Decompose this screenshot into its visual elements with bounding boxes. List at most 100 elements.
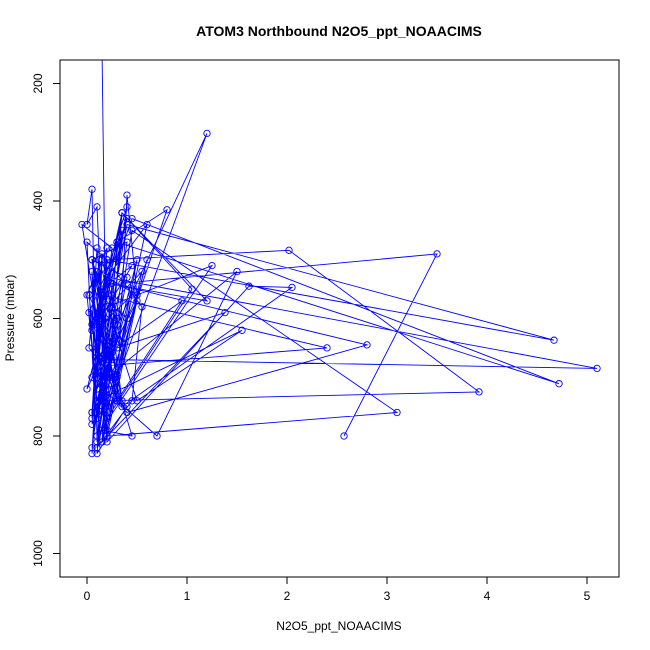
data-point (285, 246, 293, 254)
data-point (103, 414, 111, 423)
data-point (88, 320, 96, 329)
data-point (108, 355, 116, 364)
series-line (81, 60, 598, 454)
data-point (128, 214, 136, 223)
data-point (103, 256, 111, 264)
data-point (88, 256, 96, 264)
data-point (113, 238, 121, 246)
data-point (128, 261, 136, 270)
data-point (88, 267, 96, 276)
data-point (88, 326, 96, 334)
data-point (103, 432, 111, 440)
y-tick-label: 400 (31, 191, 45, 211)
data-point (233, 267, 241, 276)
data-point (113, 373, 121, 381)
data-point (221, 308, 229, 317)
data-point (133, 297, 141, 305)
data-point (238, 326, 246, 334)
data-point (123, 314, 131, 323)
y-tick-label: 600 (31, 308, 45, 328)
data-point (98, 438, 106, 446)
data-point (123, 203, 131, 211)
data-point (88, 449, 96, 458)
data-point (113, 320, 121, 329)
data-point (93, 373, 101, 381)
data-point (153, 432, 161, 440)
x-axis: 0 1 2 3 4 5 (84, 576, 591, 603)
data-point (98, 397, 106, 405)
data-point (133, 397, 141, 405)
data-point (93, 314, 101, 323)
data-point (103, 373, 111, 381)
data-point (123, 238, 131, 246)
data-point (163, 206, 171, 214)
y-tick-label: 200 (31, 73, 45, 93)
x-tick-label: 0 (84, 589, 91, 603)
data-point (98, 285, 106, 293)
data-point (128, 397, 136, 405)
data-point (83, 291, 91, 299)
data-point (98, 314, 106, 323)
data-point (245, 282, 253, 290)
data-point (95, 256, 103, 264)
data-point (78, 220, 86, 229)
chart-title: ATOM3 Northbound N2O5_ppt_NOAACIMS (196, 23, 482, 39)
series-layer (78, 45, 601, 458)
data-point (103, 361, 111, 370)
y-tick-label: 1000 (31, 540, 45, 567)
x-tick-label: 3 (384, 589, 391, 603)
data-point (113, 397, 121, 405)
data-point (103, 273, 111, 282)
data-point (93, 385, 101, 393)
x-tick-label: 4 (484, 589, 491, 603)
data-point (128, 291, 136, 299)
data-point (98, 303, 106, 311)
data-point (133, 291, 141, 299)
data-point (93, 203, 101, 211)
data-point (103, 303, 111, 311)
data-point (85, 344, 93, 352)
data-point (138, 267, 146, 276)
data-point (103, 438, 111, 446)
data-point (340, 432, 348, 440)
data-point (208, 261, 216, 270)
data-point (113, 332, 121, 340)
data-point (88, 444, 96, 452)
data-point (118, 279, 126, 287)
data-point (85, 308, 93, 317)
data-point (88, 408, 96, 417)
data-point (93, 444, 101, 452)
data-point (103, 385, 111, 393)
data-point (118, 402, 126, 411)
data-point (83, 385, 91, 393)
data-point (118, 226, 126, 235)
data-point (98, 426, 106, 434)
data-point (113, 308, 121, 317)
data-point (593, 364, 601, 373)
data-point (93, 273, 101, 282)
data-point (93, 438, 101, 446)
data-point (88, 414, 96, 423)
data-point (393, 408, 401, 417)
data-point (128, 432, 136, 440)
data-point (475, 388, 483, 396)
data-point (108, 244, 116, 252)
data-point (99, 45, 105, 51)
data-point (118, 397, 126, 405)
data-point (118, 338, 126, 346)
data-point (178, 297, 186, 305)
data-point (108, 279, 116, 287)
data-point (203, 129, 211, 138)
y-axis-label: Pressure (mbar) (3, 275, 17, 362)
data-point (123, 191, 131, 199)
x-tick-label: 2 (284, 589, 291, 603)
data-point (363, 341, 371, 349)
data-point (103, 426, 111, 434)
data-point (103, 402, 111, 411)
data-point (188, 285, 196, 293)
data-point (128, 285, 136, 293)
x-tick-label: 1 (184, 589, 191, 603)
data-point (123, 408, 131, 417)
data-point (123, 220, 131, 229)
data-point (88, 185, 96, 193)
